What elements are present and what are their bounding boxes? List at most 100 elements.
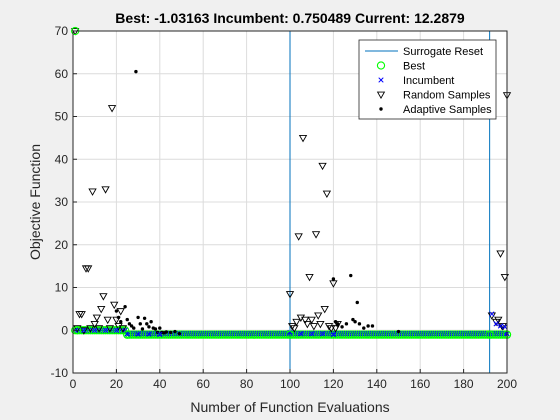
legend-marker-swatch	[376, 91, 386, 100]
random-samples-marker	[305, 273, 314, 282]
random-samples-marker	[316, 320, 325, 329]
adaptive-samples-marker	[370, 324, 375, 328]
adaptive-samples-marker	[355, 300, 359, 305]
adaptive-samples-marker	[357, 322, 362, 326]
legend-marker-swatch	[379, 107, 383, 111]
x-tick-label: 200	[497, 377, 517, 391]
adaptive-samples-marker	[331, 277, 336, 281]
random-samples-marker	[285, 291, 295, 299]
adaptive-samples-marker	[158, 326, 162, 330]
adaptive-samples-marker	[127, 322, 132, 326]
incumbent-marker	[135, 331, 141, 337]
adaptive-samples-marker	[149, 320, 153, 324]
legend: Surrogate Reset Best Incumbent Random Sampl…	[358, 39, 497, 120]
random-samples-marker	[301, 316, 310, 325]
x-tick-label: 100	[280, 377, 300, 391]
chart-title: Best: -1.03163 Incumbent: 0.750489 Curre…	[115, 10, 465, 26]
legend-marker-swatch	[376, 61, 386, 70]
random-samples-marker	[112, 316, 121, 325]
y-tick-labels: -10 0 10 20 30 40 50 60 70	[51, 24, 77, 380]
incumbent-marker	[146, 331, 152, 337]
random-samples-marker	[292, 318, 301, 327]
x-tick-label: 20	[110, 377, 124, 391]
adaptive-samples-marker	[344, 322, 349, 326]
incumbent-marker	[493, 321, 499, 327]
incumbent-marker	[298, 331, 304, 337]
random-samples-marker	[318, 162, 327, 171]
adaptive-samples-marker	[349, 273, 353, 278]
x-tick-label: 80	[240, 377, 254, 391]
random-samples-marker	[311, 231, 321, 239]
adaptive-samples-marker	[351, 317, 355, 322]
adaptive-samples-marker	[396, 329, 401, 334]
random-samples-marker	[118, 325, 128, 333]
y-tick-label: 40	[55, 152, 69, 166]
random-samples-marker	[103, 316, 112, 325]
legend-label: Surrogate Reset	[403, 46, 483, 58]
x-axis-label: Number of Function Evaluations	[190, 399, 389, 415]
incumbent-marker	[124, 331, 130, 337]
adaptive-samples-marker	[153, 327, 158, 331]
data-marks	[70, 26, 512, 339]
legend-item: Surrogate Reset	[365, 46, 483, 58]
random-samples-marker	[298, 135, 308, 143]
adaptive-samples-marker	[168, 330, 173, 335]
random-samples-marker	[314, 312, 323, 320]
adaptive-samples-marker	[129, 324, 134, 328]
random-samples-marker	[307, 316, 316, 325]
adaptive-samples-marker	[114, 309, 119, 313]
x-tick-label: 160	[410, 377, 430, 391]
incumbent-marker	[102, 327, 109, 333]
x-tick-label: 60	[197, 377, 211, 391]
legend-label: Adaptive Samples	[403, 104, 492, 116]
y-axis-label: Objective Function	[27, 144, 43, 260]
y-tick-label: 20	[55, 238, 69, 252]
adaptive-samples-marker	[164, 330, 169, 334]
random-samples-marker	[494, 316, 503, 325]
random-samples-marker	[324, 323, 334, 331]
y-tick-label: -10	[51, 366, 69, 380]
legend-item: Random Samples	[376, 90, 491, 102]
random-samples-marker	[84, 265, 93, 273]
random-samples-marker	[105, 325, 115, 333]
incumbent-marker	[113, 327, 120, 333]
y-tick-label: 30	[55, 195, 69, 209]
adaptive-samples-marker	[116, 315, 121, 320]
incumbent-marker	[489, 311, 495, 317]
adaptive-samples-marker	[119, 320, 123, 324]
adaptive-samples-marker	[142, 316, 147, 320]
random-samples-marker	[294, 233, 303, 241]
incumbent-marker	[92, 327, 98, 333]
legend-label: Best	[403, 61, 425, 73]
y-tick-label: 0	[61, 323, 68, 337]
incumbent-marker	[502, 324, 508, 330]
random-samples-marker	[329, 280, 338, 288]
best-marker	[107, 326, 117, 335]
legend-item: Best	[376, 61, 425, 73]
best-marker	[86, 326, 95, 335]
best-marker	[92, 326, 102, 335]
adaptive-samples-marker	[123, 305, 127, 309]
x-tick-label: 0	[70, 377, 77, 391]
x-tick-labels: 0 20 40 60 80 100 120 140 160 180 200	[70, 369, 517, 391]
random-samples-marker	[287, 323, 297, 331]
random-samples-marker	[322, 190, 332, 198]
adaptive-samples-marker	[136, 315, 140, 320]
y-tick-label: 50	[55, 110, 69, 124]
legend-marker-swatch	[378, 77, 384, 83]
random-samples-marker	[97, 306, 106, 314]
best-marker	[105, 326, 115, 335]
adaptive-samples-marker	[340, 325, 344, 329]
adaptive-samples-marker	[366, 324, 370, 328]
incumbent-marker	[309, 331, 315, 337]
random-samples-marker	[110, 301, 119, 310]
best-marker	[103, 326, 112, 335]
random-samples-marker	[327, 325, 336, 333]
random-samples-marker	[290, 325, 299, 333]
incumbent-marker	[319, 331, 326, 337]
adaptive-samples-marker	[145, 322, 149, 326]
y-tick-label: 10	[55, 281, 69, 295]
incumbent-marker	[81, 327, 87, 333]
